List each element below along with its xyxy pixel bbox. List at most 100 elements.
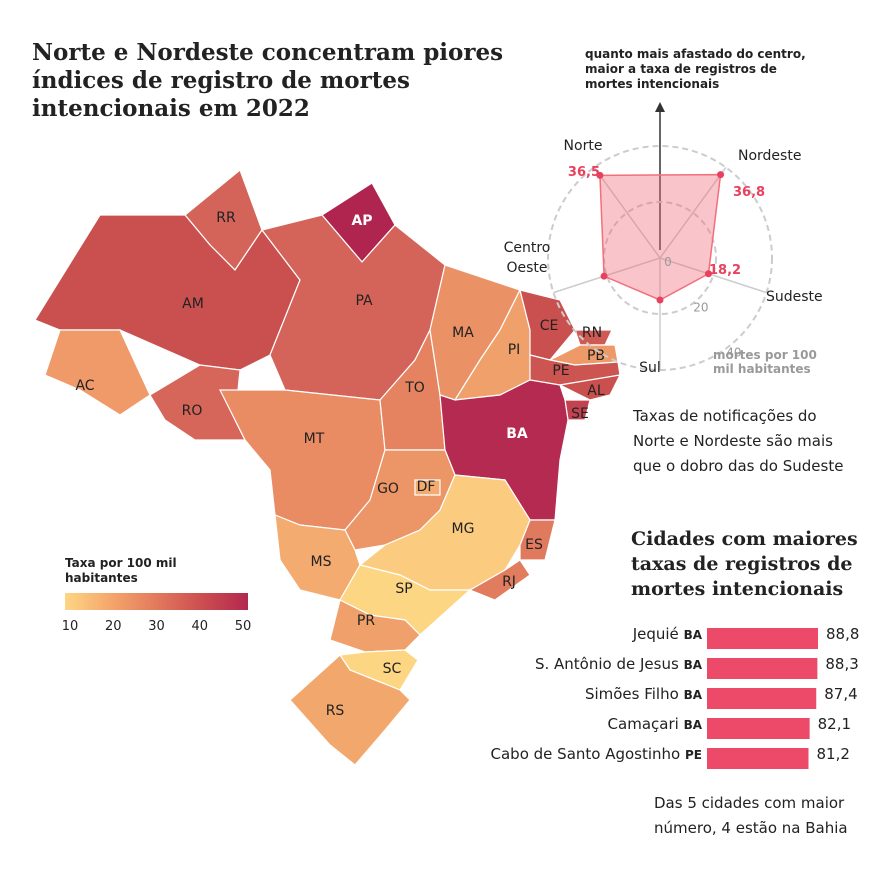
legend-tick-label: 20	[105, 619, 122, 634]
radar-point	[600, 272, 608, 280]
state-label: SE	[571, 406, 589, 422]
bar	[707, 688, 817, 709]
radar-category: Sul	[639, 360, 661, 376]
radar-value-label: 18,2	[709, 263, 741, 278]
radar-annotation: maior a taxa de registros de	[585, 62, 777, 76]
state-label: PB	[587, 348, 605, 364]
radar-category: Norte	[564, 138, 603, 154]
bar-label: S. Antônio de Jesus BA	[535, 655, 703, 673]
radar-unit: mortes por 100	[713, 348, 817, 362]
legend-bar	[65, 593, 248, 610]
bar	[707, 628, 818, 649]
radar-note: Norte e Nordeste são mais	[633, 432, 833, 450]
state-label: RR	[216, 210, 236, 226]
radar-point	[704, 270, 712, 278]
radar-tick-label: 20	[693, 300, 708, 314]
radar-point	[596, 171, 604, 179]
state-label: DF	[417, 479, 436, 495]
legend-tick-label: 30	[148, 619, 165, 634]
legend-title: habitantes	[65, 571, 138, 585]
radar-note: que o dobro das do Sudeste	[633, 457, 843, 475]
state-label: TO	[404, 380, 425, 396]
radar-axis	[593, 166, 661, 259]
state-shape	[468, 559, 531, 601]
radar-value-label: 36,8	[733, 185, 765, 200]
bar	[707, 748, 809, 769]
state-label: RO	[182, 403, 203, 419]
radar-category: Centro Oeste	[504, 240, 551, 276]
radar-axis	[659, 257, 767, 294]
bar-value-label: 88,3	[825, 655, 858, 673]
radar-annotation: quanto mais afastado do centro,	[585, 47, 806, 61]
state-shape	[558, 374, 622, 401]
state-code: BA	[684, 658, 703, 672]
state-label: RS	[326, 703, 345, 719]
bar-title: mortes intencionais	[631, 578, 843, 600]
legend-title: Taxa por 100 mil	[65, 556, 177, 570]
state-label: ES	[525, 537, 543, 553]
title: intencionais em 2022	[32, 95, 310, 122]
title: Norte e Nordeste concentram piores	[32, 39, 503, 66]
state-label: MA	[452, 325, 474, 341]
state-shape	[414, 479, 441, 496]
state-shape	[289, 654, 411, 766]
state-label: AC	[75, 378, 94, 394]
state-shape	[519, 519, 556, 561]
legend-tick-label: 50	[235, 619, 252, 634]
radar-annotation: mortes intencionais	[585, 77, 719, 91]
title: índices de registro de mortes	[32, 67, 410, 94]
city: Camaçari	[608, 715, 684, 733]
legend-tick-label: 40	[191, 619, 208, 634]
bar	[707, 658, 818, 679]
bar	[707, 718, 810, 739]
state-label: GO	[377, 481, 399, 497]
bar-note: número, 4 estão na Bahia	[654, 819, 848, 837]
state-code: PE	[685, 748, 702, 762]
radar-tick-label: 0	[664, 255, 672, 269]
state-label: AP	[351, 213, 372, 229]
radar-value-label: 36,5	[568, 165, 600, 180]
radar-unit: mil habitantes	[713, 362, 811, 376]
state-label: BA	[506, 426, 528, 442]
bar-value-label: 87,4	[824, 685, 857, 703]
radar-axis	[659, 166, 727, 259]
bar-title: taxas de registros de	[631, 553, 852, 575]
bar-value-label: 81,2	[817, 745, 850, 763]
city: S. Antônio de Jesus	[535, 655, 684, 673]
state-label: RJ	[502, 574, 516, 590]
bar-value-label: 82,1	[818, 715, 851, 733]
bar-value-label: 88,8	[826, 625, 859, 643]
radar-category: Nordeste	[738, 148, 801, 164]
radar-area	[599, 173, 722, 301]
bar-label: Simões Filho BA	[585, 685, 703, 703]
state-label: AL	[587, 383, 605, 399]
radar-category: Sudeste	[766, 289, 823, 305]
state-label: PE	[552, 363, 569, 379]
state-label: PR	[357, 613, 375, 629]
radar-tick-label: 40	[726, 346, 741, 360]
state-label: RN	[582, 325, 602, 341]
bar-label: Jequié BA	[632, 625, 703, 643]
bar-label: Cabo de Santo Agostinho PE	[491, 745, 702, 763]
bar-title: Cidades com maiores	[631, 528, 858, 550]
legend-tick-label: 10	[62, 619, 79, 634]
state-label: MT	[304, 431, 325, 447]
radar-note: Taxas de notificações do	[632, 407, 817, 425]
bar-note: Das 5 cidades com maior	[654, 794, 845, 812]
state-code: BA	[684, 718, 703, 732]
radar-point	[717, 171, 725, 179]
state-shape	[44, 329, 151, 416]
radar-point	[656, 296, 664, 304]
state-label: AM	[182, 296, 204, 312]
state-label: PA	[355, 293, 373, 309]
state-code: BA	[684, 628, 703, 642]
state-label: SC	[383, 661, 402, 677]
state-label: SP	[395, 581, 412, 597]
city: Cabo de Santo Agostinho	[491, 745, 685, 763]
arrow-head	[655, 102, 665, 112]
state-label: MS	[311, 554, 332, 570]
state-label: PI	[508, 342, 521, 358]
state-code: BA	[684, 688, 703, 702]
state-label: CE	[540, 318, 559, 334]
